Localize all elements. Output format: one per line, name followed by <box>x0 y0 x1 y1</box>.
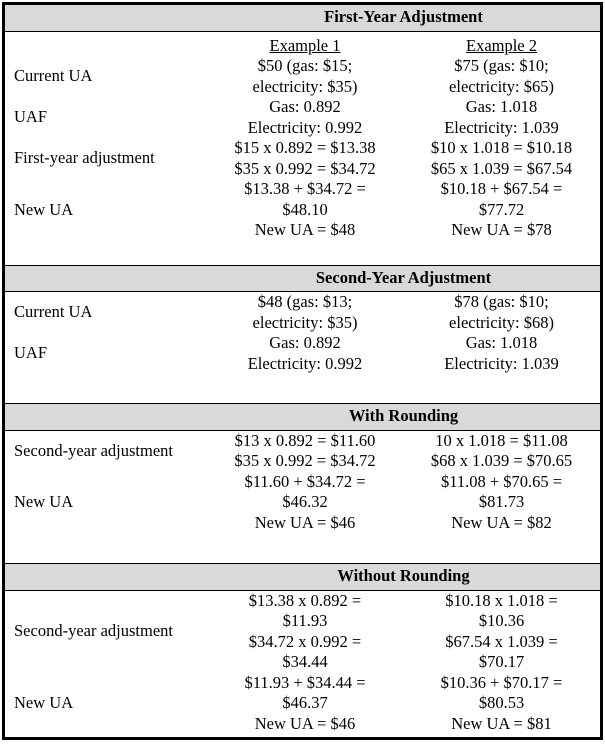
row-label: Second-year adjustment <box>14 621 173 641</box>
section-gap <box>5 734 600 736</box>
table-row-current-ua: Current UA $50 (gas: $15; electricity: $… <box>5 56 600 97</box>
example1-value: $13 x 0.892 = $11.60 $35 x 0.992 = $34.7… <box>234 430 376 471</box>
ua-adjustment-table: First-Year Adjustment Example 1 Example … <box>5 5 600 736</box>
table-row-new-ua: New UA $11.60 + $34.72 = $46.32 New UA =… <box>5 472 600 534</box>
section-title: First-Year Adjustment <box>324 7 483 26</box>
example1-value: $13.38 x 0.892 = $11.93 $34.72 x 0.992 =… <box>248 590 362 672</box>
section-header-first-year: First-Year Adjustment <box>5 5 600 32</box>
example2-value: $10.18 + $67.54 = $77.72 New UA = $78 <box>440 179 563 239</box>
example2-value: $75 (gas: $10; electricity: $65) <box>449 56 554 96</box>
table-row-second-year-adjustment: Second-year adjustment $13.38 x 0.892 = … <box>5 590 600 673</box>
section-gap <box>5 241 600 266</box>
row-label: Second-year adjustment <box>14 440 173 460</box>
example1-value: $13.38 + $34.72 = $48.10 New UA = $48 <box>244 179 366 239</box>
example2-value: Gas: 1.018 Electricity: 1.039 <box>444 97 559 137</box>
table-row-new-ua: New UA $13.38 + $34.72 = $48.10 New UA =… <box>5 179 600 241</box>
section-header-without-rounding: Without Rounding <box>5 563 600 591</box>
row-label: Current UA <box>14 302 93 322</box>
example2-value: $78 (gas: $10; electricity: $68) <box>449 292 554 332</box>
example2-value: $10.18 x 1.018 = $10.36 $67.54 x 1.039 =… <box>445 590 558 672</box>
row-label: New UA <box>14 199 74 219</box>
example1-value: $50 (gas: $15; electricity: $35) <box>252 56 358 96</box>
table-row-current-ua: Current UA $48 (gas: $13; electricity: $… <box>5 292 600 334</box>
example2-value: $11.08 + $70.65 = $81.73 New UA = $82 <box>440 471 563 532</box>
table-row-new-ua: New UA $11.93 + $34.44 = $46.37 New UA =… <box>5 673 600 735</box>
row-label: UAF <box>14 343 48 363</box>
section-gap <box>5 374 600 404</box>
example1-value: $48 (gas: $13; electricity: $35) <box>252 292 358 332</box>
example1-value: $11.60 + $34.72 = $46.32 New UA = $46 <box>244 471 366 532</box>
section-header-second-year: Second-Year Adjustment <box>5 264 600 292</box>
example1-value: $15 x 0.892 = $13.38 $35 x 0.992 = $34.7… <box>234 138 376 178</box>
example2-column-header: Example 2 <box>465 35 538 55</box>
example2-value: $10 x 1.018 = $10.18 $65 x 1.039 = $67.5… <box>430 138 573 178</box>
section-header-with-rounding: With Rounding <box>5 403 600 431</box>
example2-value: 10 x 1.018 = $11.08 $68 x 1.039 = $70.65 <box>430 430 573 471</box>
section-title: Without Rounding <box>337 566 470 585</box>
example2-value: $10.36 + $70.17 = $80.53 New UA = $81 <box>440 672 563 733</box>
example1-value: Gas: 0.892 Electricity: 0.992 <box>247 97 363 137</box>
example1-value: $11.93 + $34.44 = $46.37 New UA = $46 <box>244 672 366 733</box>
table-row-second-year-adjustment: Second-year adjustment $13 x 0.892 = $11… <box>5 430 600 472</box>
row-label: Current UA <box>14 66 93 86</box>
section-title: Second-Year Adjustment <box>315 267 492 287</box>
section-title: With Rounding <box>348 406 459 425</box>
table-row-example-headers: Example 1 Example 2 <box>5 31 600 56</box>
table-row-uaf: UAF Gas: 0.892 Electricity: 0.992 Gas: 1… <box>5 97 600 138</box>
section-gap <box>5 533 600 564</box>
example1-value: Gas: 0.892 Electricity: 0.992 <box>247 333 363 373</box>
example2-value: Gas: 1.018 Electricity: 1.039 <box>444 333 559 373</box>
table-row-first-year-adjustment: First-year adjustment $15 x 0.892 = $13.… <box>5 138 600 179</box>
row-label: First-year adjustment <box>14 148 155 168</box>
row-label: UAF <box>14 107 48 127</box>
row-label <box>5 31 207 56</box>
table-row-uaf: UAF Gas: 0.892 Electricity: 0.992 Gas: 1… <box>5 333 600 374</box>
example1-column-header: Example 1 <box>269 35 341 55</box>
row-label: New UA <box>14 693 74 712</box>
row-label: New UA <box>14 492 74 511</box>
